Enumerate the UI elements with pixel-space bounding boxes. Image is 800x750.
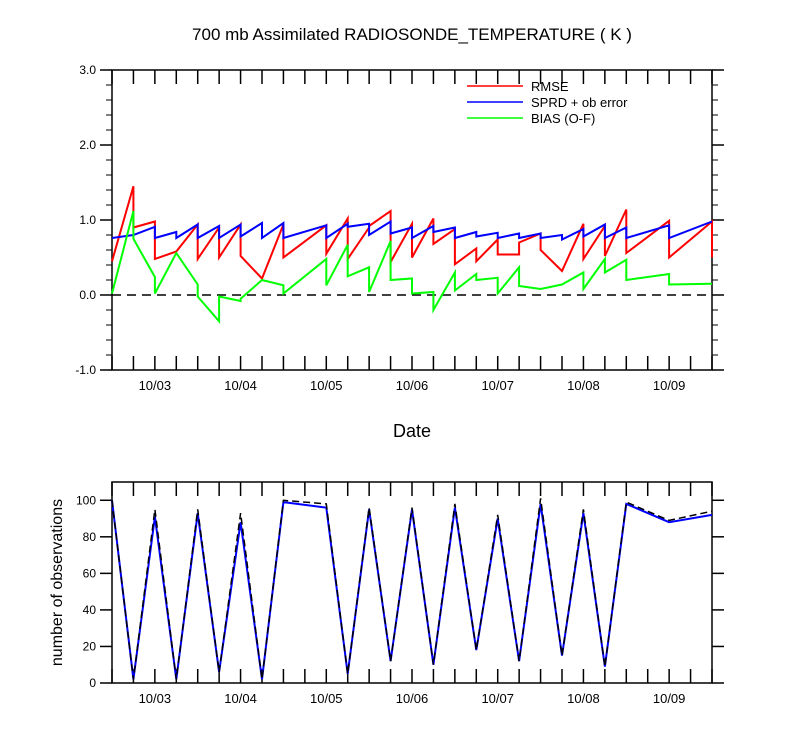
x-tick-label: 10/08	[567, 691, 600, 706]
y-axis-label: number of observations	[49, 499, 66, 666]
series-line-rmse	[111, 186, 713, 281]
x-tick-label: 10/04	[224, 691, 257, 706]
x-tick-label: 10/03	[139, 691, 172, 706]
legend-label: BIAS (O-F)	[531, 111, 595, 126]
x-tick-label: 10/08	[567, 378, 600, 393]
legend-label: RMSE	[531, 79, 569, 94]
series-line-possible	[111, 498, 713, 680]
x-tick-label: 10/06	[396, 691, 429, 706]
chart-title: 700 mb Assimilated RADIOSONDE_TEMPERATUR…	[192, 25, 632, 44]
x-tick-label: 10/05	[310, 378, 343, 393]
y-tick-label: 1.0	[79, 213, 96, 227]
y-tick-label: 40	[83, 603, 97, 617]
y-tick-label: 0.0	[79, 288, 96, 302]
y-tick-label: 100	[76, 493, 96, 507]
y-tick-label: 80	[83, 530, 97, 544]
x-tick-label: 10/05	[310, 691, 343, 706]
y-tick-label: 60	[83, 566, 97, 580]
x-tick-label: 10/07	[481, 691, 514, 706]
y-tick-label: -1.0	[75, 363, 96, 377]
top-panel: 10/03 10/04 10/05 10/06 10/07 10/08 10/09 -1.0 0…	[75, 63, 724, 441]
series-line-assimilated	[111, 500, 713, 680]
bottom-panel: 10/03 10/04 10/05 10/06 10/07 10/08 10/09 0 20 40…	[49, 481, 724, 706]
y-tick-label: 3.0	[79, 63, 96, 77]
x-tick-label: 10/09	[653, 691, 686, 706]
x-tick-label: 10/04	[224, 378, 257, 393]
y-tick-label: 20	[83, 639, 97, 653]
series-line-bias-o-f	[111, 210, 713, 324]
series-line-sprd-ob-error	[111, 219, 713, 242]
y-tick-label: 2.0	[79, 138, 96, 152]
x-tick-label: 10/09	[653, 378, 686, 393]
x-tick-label: 10/06	[396, 378, 429, 393]
legend-label: SPRD + ob error	[531, 95, 628, 110]
x-tick-label: 10/07	[481, 378, 514, 393]
y-tick-label: 0	[89, 676, 96, 690]
x-axis-label: Date	[393, 421, 431, 441]
x-tick-label: 10/03	[139, 378, 172, 393]
